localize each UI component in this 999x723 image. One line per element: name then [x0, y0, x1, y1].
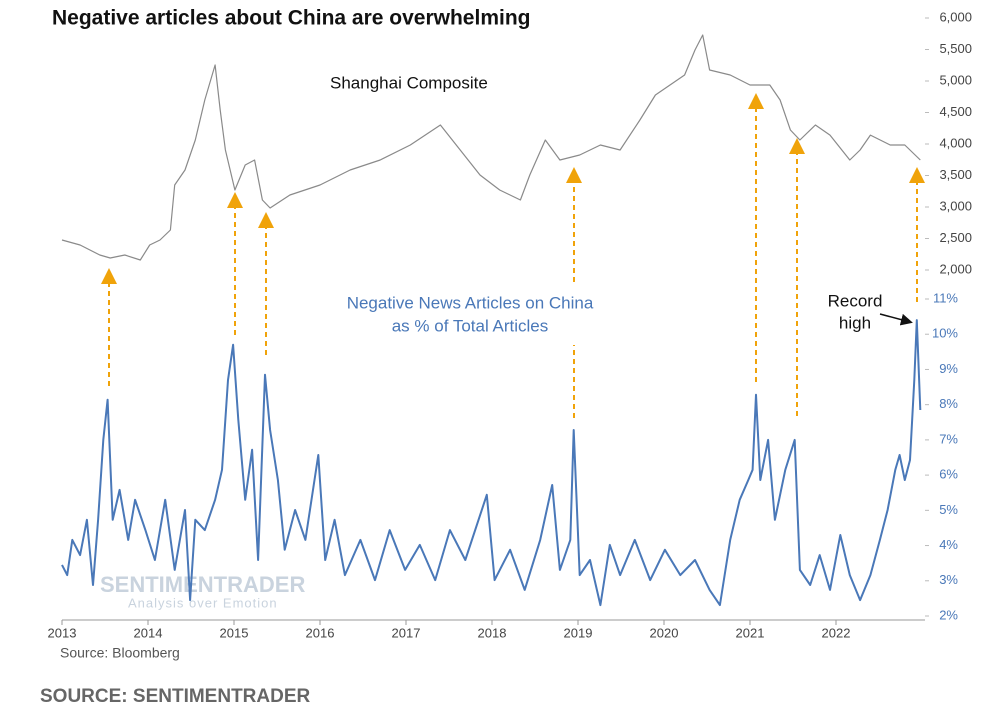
x-tick-label: 2021 — [736, 625, 765, 640]
y2-tick-label: 6,000 — [939, 9, 972, 24]
x-tick-label: 2014 — [134, 625, 163, 640]
series-line — [61, 319, 922, 607]
y2-tick-label: 5,500 — [939, 41, 972, 56]
annotation: as % of Total Articles — [392, 316, 549, 335]
y-tick-label: 8% — [939, 396, 958, 411]
x-tick-label: 2019 — [564, 625, 593, 640]
y-tick-label: 10% — [932, 326, 958, 341]
y2-tick-label: 4,000 — [939, 135, 972, 150]
series-line — [61, 34, 921, 261]
y2-tick-label: 4,500 — [939, 104, 972, 119]
x-tick-label: 2016 — [306, 625, 335, 640]
y2-tick-label: 2,500 — [939, 230, 972, 245]
y2-tick-label: 3,500 — [939, 167, 972, 182]
x-tick-label: 2015 — [220, 625, 249, 640]
footer: SOURCE: SENTIMENTRADER — [40, 686, 311, 707]
source: Source: Bloomberg — [60, 645, 180, 661]
annotation: Negative News Articles on China — [347, 293, 594, 312]
y-tick-label: 6% — [939, 467, 958, 482]
x-tick-label: 2018 — [478, 625, 507, 640]
record-arrow — [879, 313, 913, 326]
annotation: Record — [828, 291, 883, 310]
annotation: Shanghai Composite — [330, 73, 488, 92]
x-tick-label: 2013 — [48, 625, 77, 640]
y2-tick-label: 2,000 — [939, 261, 972, 276]
chart-title: Negative articles about China are overwh… — [52, 7, 530, 30]
arrows — [101, 93, 925, 418]
x-tick-label: 2022 — [822, 625, 851, 640]
watermark: SENTIMENTRADER — [100, 572, 305, 597]
x-tick-label: 2017 — [392, 625, 421, 640]
y-tick-label: 2% — [939, 607, 958, 622]
annotation: high — [839, 313, 871, 332]
y-tick-label: 7% — [939, 431, 958, 446]
y-tick-label: 5% — [939, 502, 958, 517]
x-tick-label: 2020 — [650, 625, 679, 640]
y-tick-label: 11% — [933, 290, 958, 305]
y2-tick-label: 3,000 — [939, 198, 972, 213]
y-tick-label: 3% — [939, 572, 958, 587]
y2-tick-label: 5,000 — [939, 72, 972, 87]
y-tick-label: 4% — [939, 537, 958, 552]
watermark: Analysis over Emotion — [128, 595, 278, 610]
y-tick-label: 9% — [939, 361, 958, 376]
